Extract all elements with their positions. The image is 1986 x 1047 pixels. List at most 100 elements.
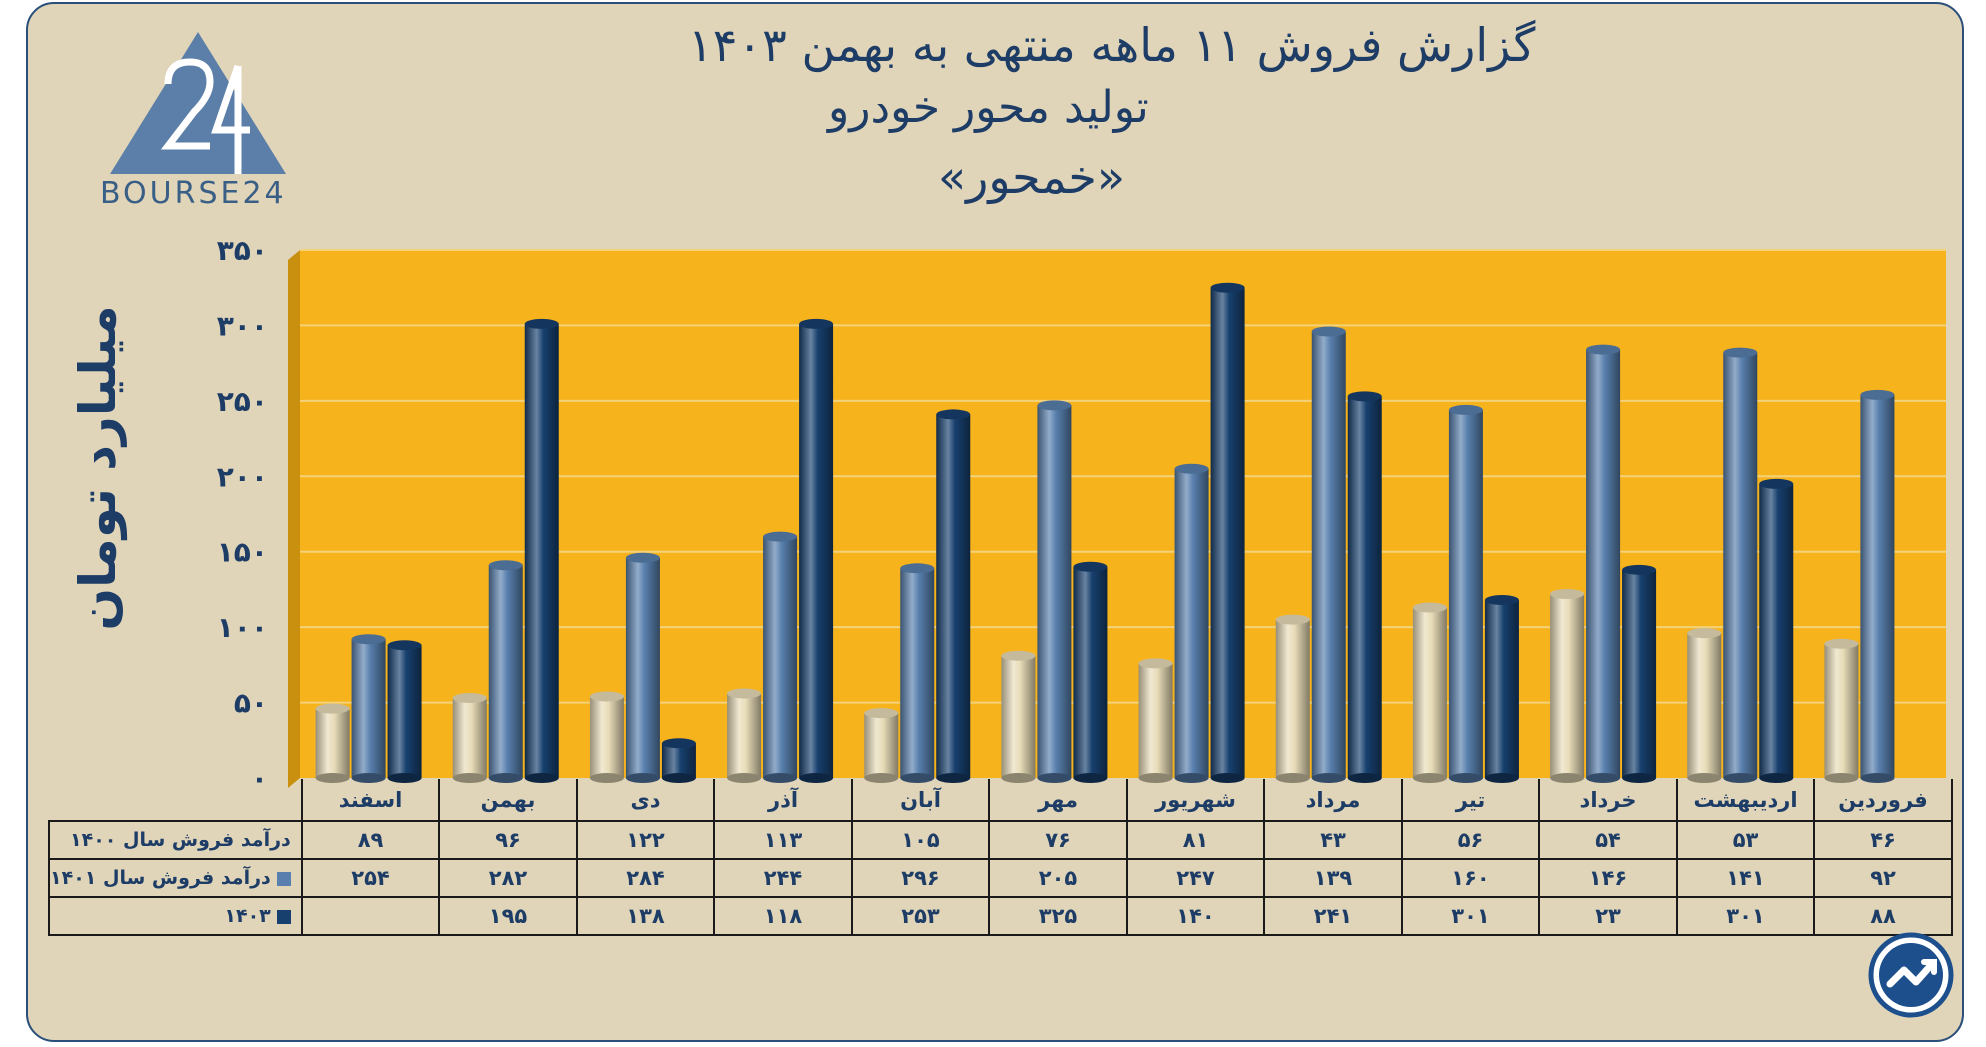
table-value-cell: ۲۹۶ [850, 858, 991, 898]
y-tick-label: ۳۰۰ [217, 309, 268, 342]
bar-cap-1-4 [900, 563, 935, 574]
bar-1-0 [351, 639, 386, 778]
bar-1-11 [1860, 394, 1895, 778]
table-value-cell: ۳۲۵ [988, 896, 1128, 936]
table-value-cell: ۵۶ [1400, 820, 1541, 860]
table-value-cell: ۳۰۱ [1675, 896, 1816, 936]
table-value-cell: ۲۵۳ [850, 896, 991, 936]
bar-1-2 [625, 557, 660, 778]
table-header-cell: فروردین [1813, 779, 1953, 822]
bar-cap-2-3 [799, 318, 834, 329]
bar-2-8 [1484, 599, 1519, 778]
table-value-cell: ۸۸ [1813, 896, 1953, 936]
table-value-cell: ۳۰۱ [1400, 896, 1541, 936]
series-label-0: درآمد فروش سال ۱۴۰۰ [48, 820, 303, 860]
bar-1-3 [763, 536, 798, 778]
series-name: ۱۴۰۳ [224, 905, 271, 927]
bar-cap-1-11 [1860, 389, 1895, 400]
bar-cap-2-9 [1622, 564, 1657, 575]
logo-text: BOURSE24 [100, 176, 287, 211]
bar-cap-2-5 [1073, 561, 1108, 572]
series-name: درآمد فروش سال ۱۴۰۰ [70, 829, 291, 851]
table-value-cell: ۷۶ [988, 820, 1128, 860]
y-axis-label: میلیارد تومان [69, 305, 127, 631]
series-label-1: درآمد فروش سال ۱۴۰۱ [48, 858, 303, 898]
table-value-cell: ۹۲ [1813, 858, 1953, 898]
table-value-cell: ۸۹ [300, 820, 441, 860]
y-tick-label: ۵۰ [234, 687, 268, 720]
bar-1-10 [1723, 352, 1758, 778]
bar-2-7 [1347, 396, 1382, 778]
bar-0-3 [727, 693, 762, 778]
bar-1-1 [488, 565, 523, 778]
bar-cap-0-0 [315, 703, 350, 714]
table-value-cell: ۱۱۳ [713, 820, 853, 860]
bar-cap-0-10 [1687, 628, 1722, 639]
bar-cap-2-8 [1484, 594, 1519, 605]
bar-1-7 [1311, 331, 1346, 778]
table-header-cell: مرداد [1263, 779, 1403, 822]
table-value-cell [300, 896, 441, 936]
table-value-cell: ۱۴۶ [1538, 858, 1678, 898]
bar-1-6 [1174, 468, 1209, 778]
bar-0-10 [1687, 633, 1722, 778]
bar-cap-0-4 [864, 708, 899, 719]
table-value-cell: ۴۶ [1813, 820, 1953, 860]
bar-0-8 [1412, 607, 1447, 778]
table-header-cell: اسفند [300, 779, 441, 822]
bar-cap-0-3 [727, 688, 762, 699]
table-header-cell: آذر [713, 779, 853, 822]
bar-0-0 [315, 708, 350, 778]
table-value-cell: ۱۹۵ [438, 896, 578, 936]
bar-2-10 [1759, 483, 1794, 778]
bar-0-5 [1001, 655, 1036, 778]
bar-cap-0-2 [589, 691, 624, 702]
y-tick-label: ۳۵۰ [217, 234, 268, 267]
table-value-cell: ۱۶۰ [1400, 858, 1541, 898]
bar-cap-1-9 [1586, 344, 1621, 355]
title-line-1: گزارش فروش ۱۱ ماهه منتهی به بهمن ۱۴۰۳ [688, 18, 1536, 72]
legend-swatch-2 [276, 909, 291, 924]
table-header-cell: اردیبهشت [1675, 779, 1816, 822]
table-value-cell: ۲۵۴ [300, 858, 441, 898]
table-row-1403: ۱۴۰۳ ۱۹۵ ۱۳۸ ۱۱۸ ۲۵۳ ۳۲۵ ۱۴۰ ۲۴۱ ۳۰۱ ۲۳ ۳۰۱ ۸۸ [48, 896, 1953, 936]
table-value-cell: ۱۱۸ [713, 896, 853, 936]
bar-2-1 [524, 323, 559, 778]
bar-cap-2-2 [661, 738, 696, 749]
y-tick-label: ۲۰۰ [217, 460, 268, 493]
bar-2-0 [387, 645, 422, 778]
bar-cap-0-11 [1824, 638, 1859, 649]
table-value-cell: ۲۴۱ [1263, 896, 1403, 936]
bar-cap-1-7 [1311, 326, 1346, 337]
table-value-cell: ۱۲۲ [575, 820, 716, 860]
title-line-3: «خمحور» [938, 150, 1125, 204]
table-header-cell: آبان [850, 779, 991, 822]
table-value-cell: ۲۰۵ [988, 858, 1128, 898]
title-line-2: تولید محور خودرو [828, 82, 1149, 133]
table-row-1400: درآمد فروش سال ۱۴۰۰ ۸۹ ۹۶ ۱۲۲ ۱۱۳ ۱۰۵ ۷۶ ۸۱ ۴۳ ۵۶… [48, 820, 1953, 860]
bar-cap-1-8 [1448, 404, 1483, 415]
bar-cap-0-9 [1550, 588, 1585, 599]
table-value-cell: ۹۶ [438, 820, 578, 860]
series-label-2: ۱۴۰۳ [48, 896, 303, 936]
bar-1-8 [1448, 409, 1483, 778]
bar-cap-2-0 [387, 640, 422, 651]
bar-0-1 [452, 698, 487, 778]
table-header-cell: خرداد [1538, 779, 1678, 822]
bar-cap-2-10 [1759, 478, 1794, 489]
table-value-cell: ۲۳ [1538, 896, 1678, 936]
bar-2-3 [799, 323, 834, 778]
bar-2-9 [1622, 569, 1657, 778]
bar-cap-1-6 [1174, 463, 1209, 474]
bar-cap-0-7 [1275, 614, 1310, 625]
bar-cap-0-5 [1001, 650, 1036, 661]
bar-cap-1-5 [1037, 400, 1072, 411]
table-value-cell: ۲۸۴ [575, 858, 716, 898]
trend-icon [1868, 932, 1954, 1018]
table-header-cell: دی [575, 779, 716, 822]
bourse24-logo [110, 32, 286, 174]
table-value-cell: ۱۳۸ [575, 896, 716, 936]
y-tick-label: ۲۵۰ [217, 385, 268, 418]
table-value-cell: ۲۴۷ [1125, 858, 1266, 898]
bar-1-9 [1586, 349, 1621, 778]
